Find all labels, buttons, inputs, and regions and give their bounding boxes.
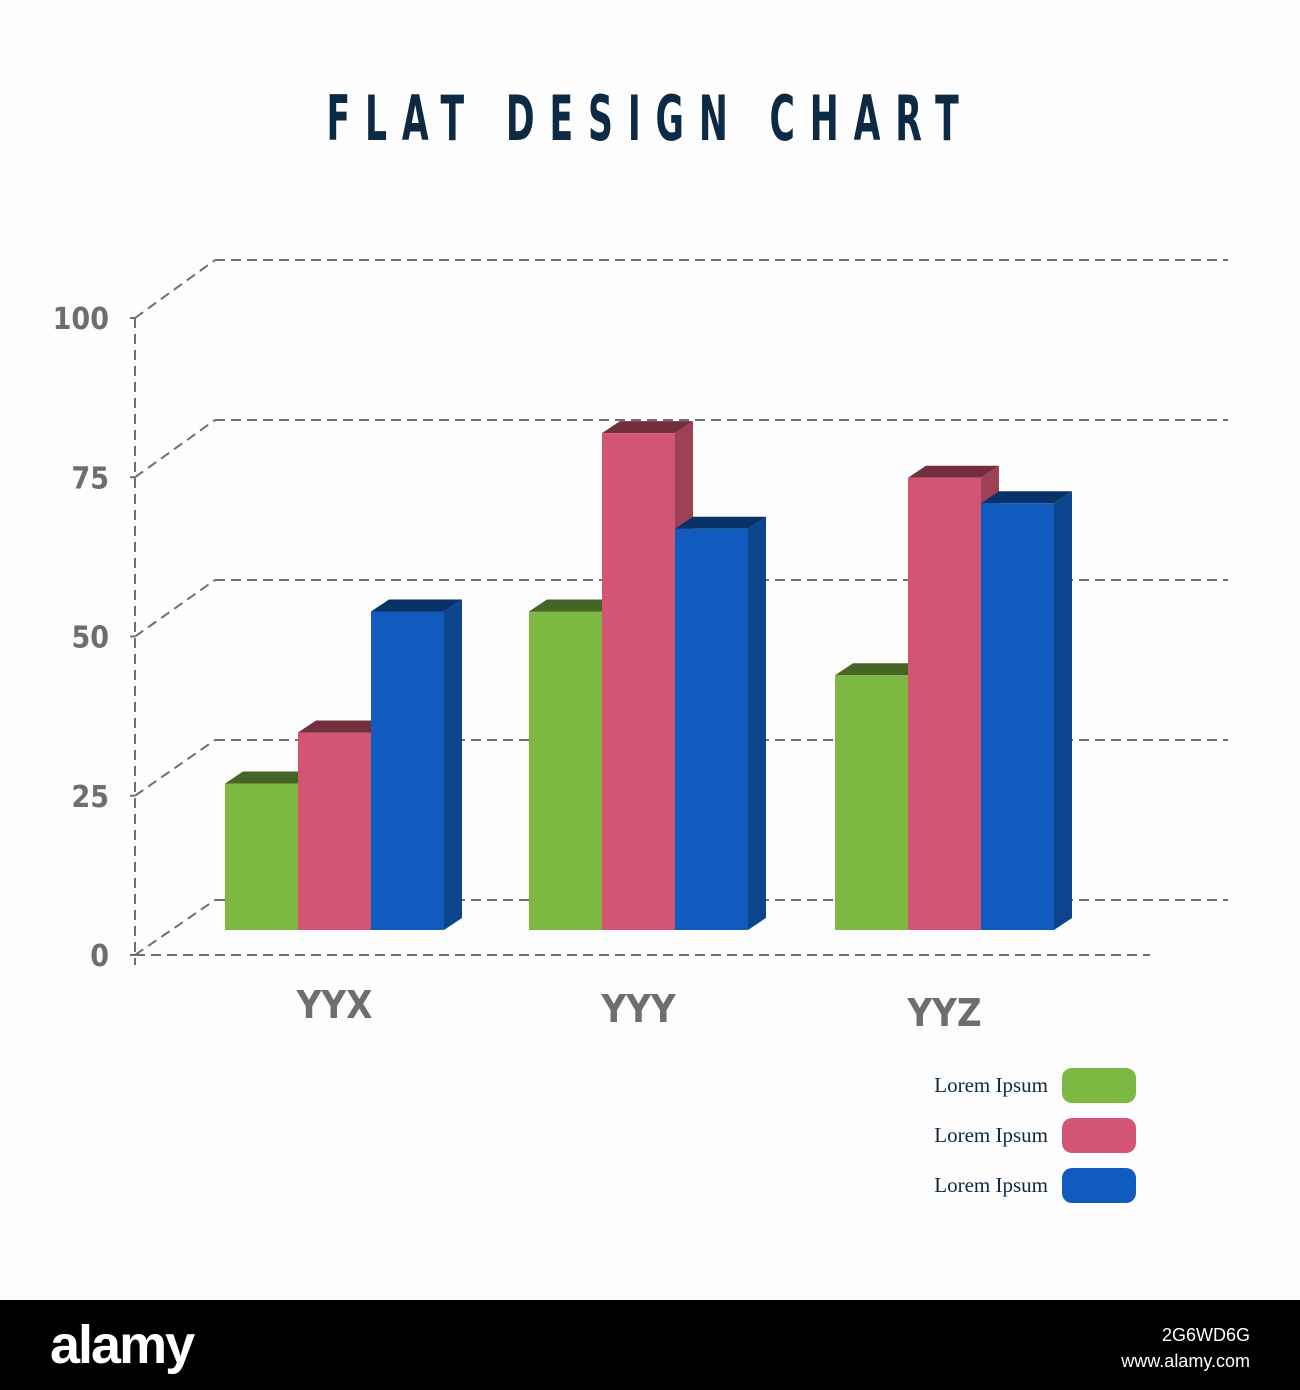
bar-front [981,503,1054,930]
gridline-diagonal [134,899,216,956]
bar-yyz-3 [981,491,1072,930]
bar-front [529,611,602,930]
y-tick-label: 0 [90,939,109,974]
footer-info: 2G6WD6G www.alamy.com [1121,1322,1250,1374]
legend-swatch [1062,1168,1136,1203]
y-tick-label: 25 [71,780,109,815]
bar-top [835,663,926,676]
category-label: YYX [296,983,373,1027]
gridline-diagonal [134,739,216,797]
gridline-diagonal [134,579,216,638]
legend-swatch [1062,1118,1136,1153]
bars-layer [225,421,1072,930]
bar-yyx-3 [371,599,462,930]
bar-front [225,783,298,930]
chart-title: FLAT DESIGN CHART [326,82,974,155]
bar-top [529,599,620,612]
bar-top [908,465,999,478]
gridline-diagonal [134,419,216,479]
legend-label: Lorem Ipsum [934,1073,1048,1097]
bar-front [371,611,444,930]
y-tick-label: 75 [71,461,109,496]
bar-top [225,771,316,784]
bar-yyy-3 [675,516,766,930]
legend-swatch [1062,1068,1136,1103]
footer-bar: alamy 2G6WD6G www.alamy.com [0,1300,1300,1390]
image-id: 2G6WD6G [1161,1325,1250,1345]
bar-front [908,477,981,930]
bar-top [298,720,389,733]
legend-label: Lorem Ipsum [934,1123,1048,1147]
bar-top [371,599,462,612]
category-label: YYZ [906,991,981,1035]
legend: Lorem Ipsum Lorem Ipsum Lorem Ipsum [934,1068,1136,1203]
bar-side [748,516,766,930]
footer-logo: alamy [50,1315,195,1375]
bar-side [444,599,462,930]
labels-layer: 0 25 50 75 100 YYX YYY YYZ [53,302,982,1035]
bar-front [298,732,371,930]
image-url: www.alamy.com [1121,1351,1250,1371]
bar-top [602,421,693,434]
bar-side [1054,491,1072,930]
y-tick-label: 50 [71,621,109,656]
category-label: YYY [600,987,677,1031]
bar-front [675,528,748,930]
bar-front [602,433,675,930]
legend-label: Lorem Ipsum [934,1173,1048,1197]
gridline-diagonal [134,259,216,319]
y-tick-label: 100 [53,302,109,337]
bar-top [981,491,1072,504]
bar-top [675,516,766,529]
bar-front [835,675,908,930]
